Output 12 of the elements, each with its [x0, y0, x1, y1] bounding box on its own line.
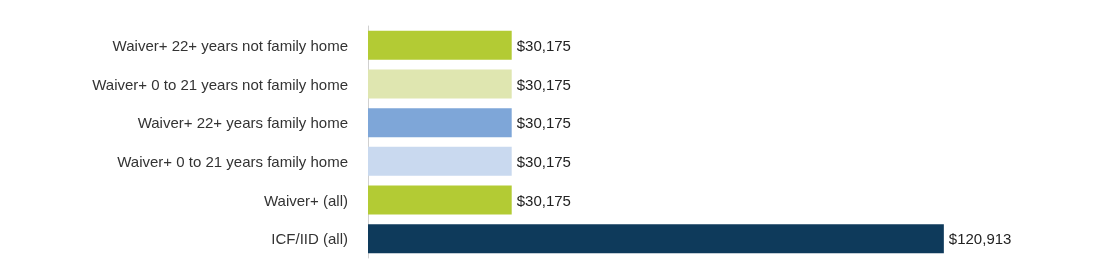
y-tick-label: ICF/IID (all)	[271, 230, 348, 248]
data-label: $120,913	[948, 230, 1012, 248]
data-label: $30,175	[516, 75, 571, 93]
data-label: $30,175	[516, 191, 571, 209]
data-label: $30,175	[516, 36, 571, 54]
y-tick-label: Waiver+ 0 to 21 years not family home	[92, 75, 348, 93]
y-tick-label: Waiver+ 22+ years not family home	[112, 36, 348, 54]
data-label: $30,175	[516, 114, 571, 132]
y-tick-label: Waiver+ 22+ years family home	[137, 114, 348, 132]
data-label: $30,175	[516, 152, 571, 170]
y-tick-label: Waiver+ 0 to 21 years family home	[117, 152, 348, 170]
y-tick-label: Waiver+ (all)	[263, 191, 348, 209]
